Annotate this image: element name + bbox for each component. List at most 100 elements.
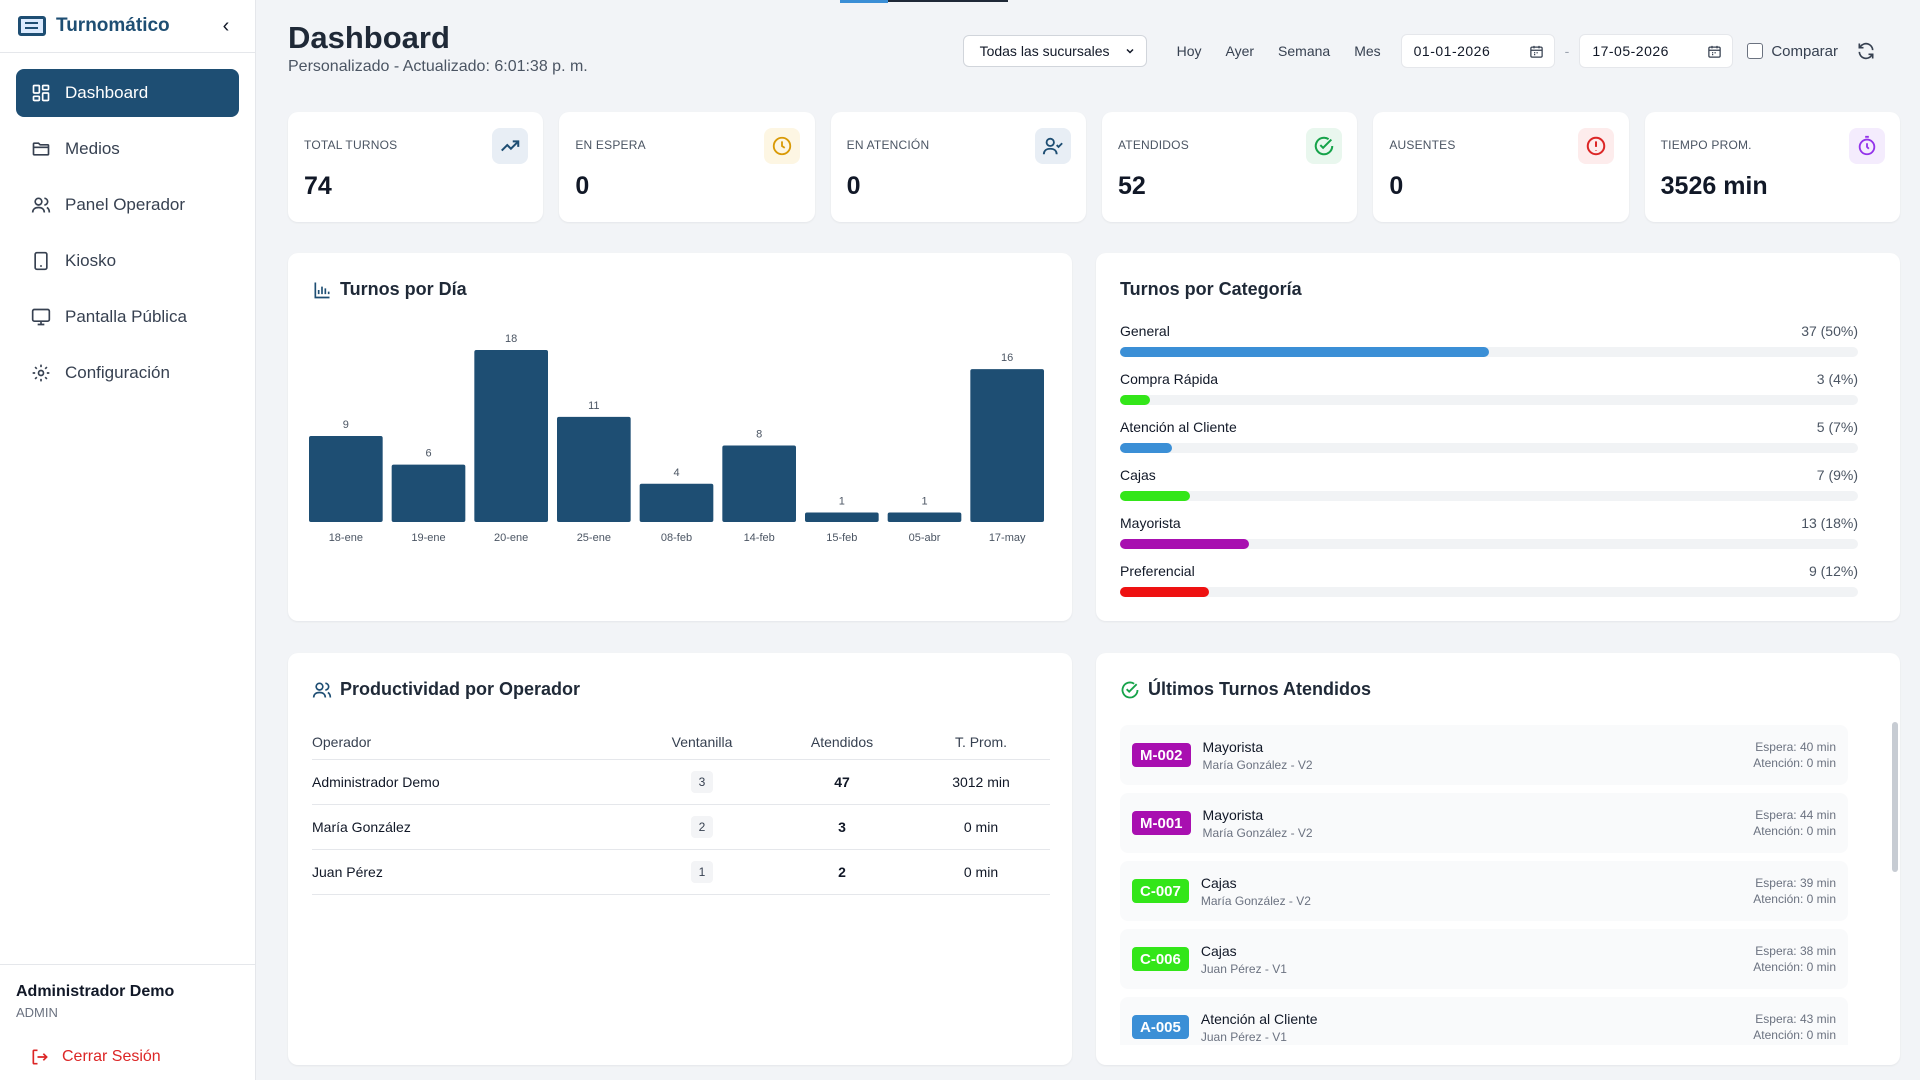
turn-category: Mayorista — [1202, 738, 1264, 755]
branch-select[interactable]: Todas las sucursales — [962, 35, 1147, 67]
category-name: Mayorista — [1120, 515, 1181, 531]
x-tick-label: 08-feb — [661, 532, 692, 544]
category-bar-fill — [1120, 587, 1209, 597]
compare-checkbox[interactable] — [1747, 43, 1764, 59]
page-subtitle: Personalizado - Actualizado: 6:01:38 p. … — [288, 58, 588, 75]
category-name: Compra Rápida — [1120, 371, 1219, 387]
attended-count: 47 — [772, 759, 912, 805]
turn-category: Cajas — [1200, 874, 1237, 891]
user-name: Administrador Demo — [16, 983, 175, 1000]
alert-circle-icon — [1577, 128, 1614, 164]
kpi-value: 0 — [846, 172, 861, 200]
tablet-icon — [31, 251, 51, 271]
operator-panel: Productividad por Operador Operador Vent… — [288, 653, 1072, 1065]
date-to-input[interactable]: 17-05-2026 — [1579, 34, 1734, 68]
bar-14-feb[interactable] — [722, 445, 796, 522]
trending-up-icon — [492, 128, 529, 164]
branch-select-value: Todas las sucursales — [979, 43, 1110, 59]
sidebar-item-dashboard[interactable]: Dashboard — [16, 69, 239, 117]
folder-icon — [31, 139, 51, 159]
dashboard-icon — [31, 83, 51, 103]
category-row: Compra Rápida 3 (4%) — [1120, 371, 1858, 419]
x-tick-label: 19-ene — [411, 532, 445, 544]
table-header-row: Operador Ventanilla Atendidos T. Prom. — [312, 725, 1050, 760]
attended-count: 2 — [772, 849, 912, 895]
date-from-input[interactable]: 01-01-2026 — [1400, 34, 1555, 68]
bar-05-abr[interactable] — [887, 512, 962, 522]
range-yesterday-button[interactable]: Ayer — [1225, 43, 1255, 59]
kpi-value: 0 — [575, 172, 590, 200]
sidebar-item-configuracion[interactable]: Configuración — [16, 349, 239, 397]
bar-value-label: 1 — [921, 495, 927, 507]
column-header[interactable]: T. Prom. — [912, 725, 1050, 760]
kpi-value: 0 — [1389, 172, 1404, 200]
category-bar-track — [1120, 395, 1858, 405]
refresh-icon[interactable] — [1856, 41, 1876, 61]
logout-button[interactable]: Cerrar Sesión — [16, 1042, 240, 1072]
window-badge: 3 — [691, 770, 713, 793]
avg-time: 0 min — [912, 849, 1050, 895]
calendar-icon — [1529, 45, 1543, 58]
sidebar-item-panel-operador[interactable]: Panel Operador — [16, 181, 239, 229]
clock-icon — [763, 128, 800, 164]
wait-time: Espera: 44 min — [1755, 808, 1836, 822]
bar-18-ene[interactable] — [309, 436, 383, 522]
bar-17-may[interactable] — [970, 369, 1044, 522]
category-count: 5 (7%) — [1816, 419, 1858, 435]
category-count: 9 (12%) — [1808, 563, 1858, 579]
category-bar-track — [1120, 539, 1858, 549]
window-badge: 1 — [691, 860, 713, 883]
category-count: 3 (4%) — [1816, 371, 1858, 387]
attention-time: Atención: 0 min — [1753, 1028, 1836, 1042]
range-week-button[interactable]: Semana — [1278, 43, 1331, 59]
sidebar-item-label: Dashboard — [65, 83, 149, 102]
bar-value-label: 18 — [505, 333, 517, 345]
bar-15-feb[interactable] — [805, 512, 879, 522]
sidebar-item-medios[interactable]: Medios — [16, 125, 239, 173]
calendar-icon — [1708, 45, 1722, 58]
chevron-left-icon[interactable]: ‹ — [222, 14, 230, 37]
sidebar-item-label: Configuración — [65, 363, 170, 382]
latest-turns-panel: Últimos Turnos Atendidos M-002 Mayorista… — [1096, 653, 1900, 1065]
list-item: A-005 Atención al Cliente Juan Pérez - V1… — [1120, 997, 1848, 1045]
sidebar-item-pantalla-publica[interactable]: Pantalla Pública — [16, 293, 239, 341]
kpi-row: TOTAL TURNOS 74 EN ESPERA 0 EN ATENCIÓN … — [288, 112, 1900, 222]
bar-25-ene[interactable] — [557, 416, 631, 522]
page-title: Dashboard — [288, 20, 450, 55]
kpi-label: EN ATENCIÓN — [846, 138, 930, 152]
user-role: ADMIN — [16, 1005, 58, 1020]
brand: Turnomático ‹ — [0, 0, 255, 53]
ticket-badge: M-002 — [1132, 743, 1191, 767]
range-month-button[interactable]: Mes — [1354, 43, 1381, 59]
top-accent-line — [888, 0, 1008, 2]
compare-toggle[interactable]: Comparar — [1747, 43, 1838, 60]
turn-operator: María González - V2 — [1202, 757, 1313, 772]
panel-title: Últimos Turnos Atendidos — [1120, 679, 1371, 700]
daily-bar-chart: 918-ene619-ene1820-ene1125-ene408-feb814… — [309, 333, 1044, 544]
column-header[interactable]: Atendidos — [772, 725, 912, 760]
latest-turns-scrollbar[interactable] — [1892, 722, 1898, 872]
latest-turns-list[interactable]: M-002 Mayorista María González - V2 Esper… — [1120, 725, 1848, 1045]
kpi-label: ATENDIDOS — [1117, 138, 1189, 152]
sidebar-item-label: Panel Operador — [65, 195, 186, 214]
bar-19-ene[interactable] — [391, 464, 466, 522]
bar-value-label: 11 — [588, 400, 599, 412]
gear-icon — [31, 363, 51, 383]
category-list: General 37 (50%) Compra Rápida 3 (4%) Aten… — [1120, 323, 1858, 611]
column-header[interactable]: Ventanilla — [632, 725, 772, 760]
timer-icon — [1848, 128, 1885, 164]
kpi-label: EN ESPERA — [575, 138, 646, 152]
range-today-button[interactable]: Hoy — [1176, 43, 1202, 59]
sidebar-item-kiosko[interactable]: Kiosko — [16, 237, 239, 285]
ticket-badge: M-001 — [1132, 811, 1191, 835]
category-bar-track — [1120, 347, 1858, 357]
bar-08-feb[interactable] — [639, 483, 714, 522]
kpi-card-tiempo-prom: TIEMPO PROM. 3526 min — [1644, 112, 1900, 222]
kpi-value: 74 — [304, 172, 332, 200]
bar-20-ene[interactable] — [474, 350, 548, 522]
date-from-value: 01-01-2026 — [1413, 43, 1491, 59]
column-header[interactable]: Operador — [312, 725, 632, 760]
users-icon — [312, 682, 332, 698]
turn-category: Mayorista — [1202, 806, 1264, 823]
category-row: General 37 (50%) — [1120, 323, 1858, 371]
